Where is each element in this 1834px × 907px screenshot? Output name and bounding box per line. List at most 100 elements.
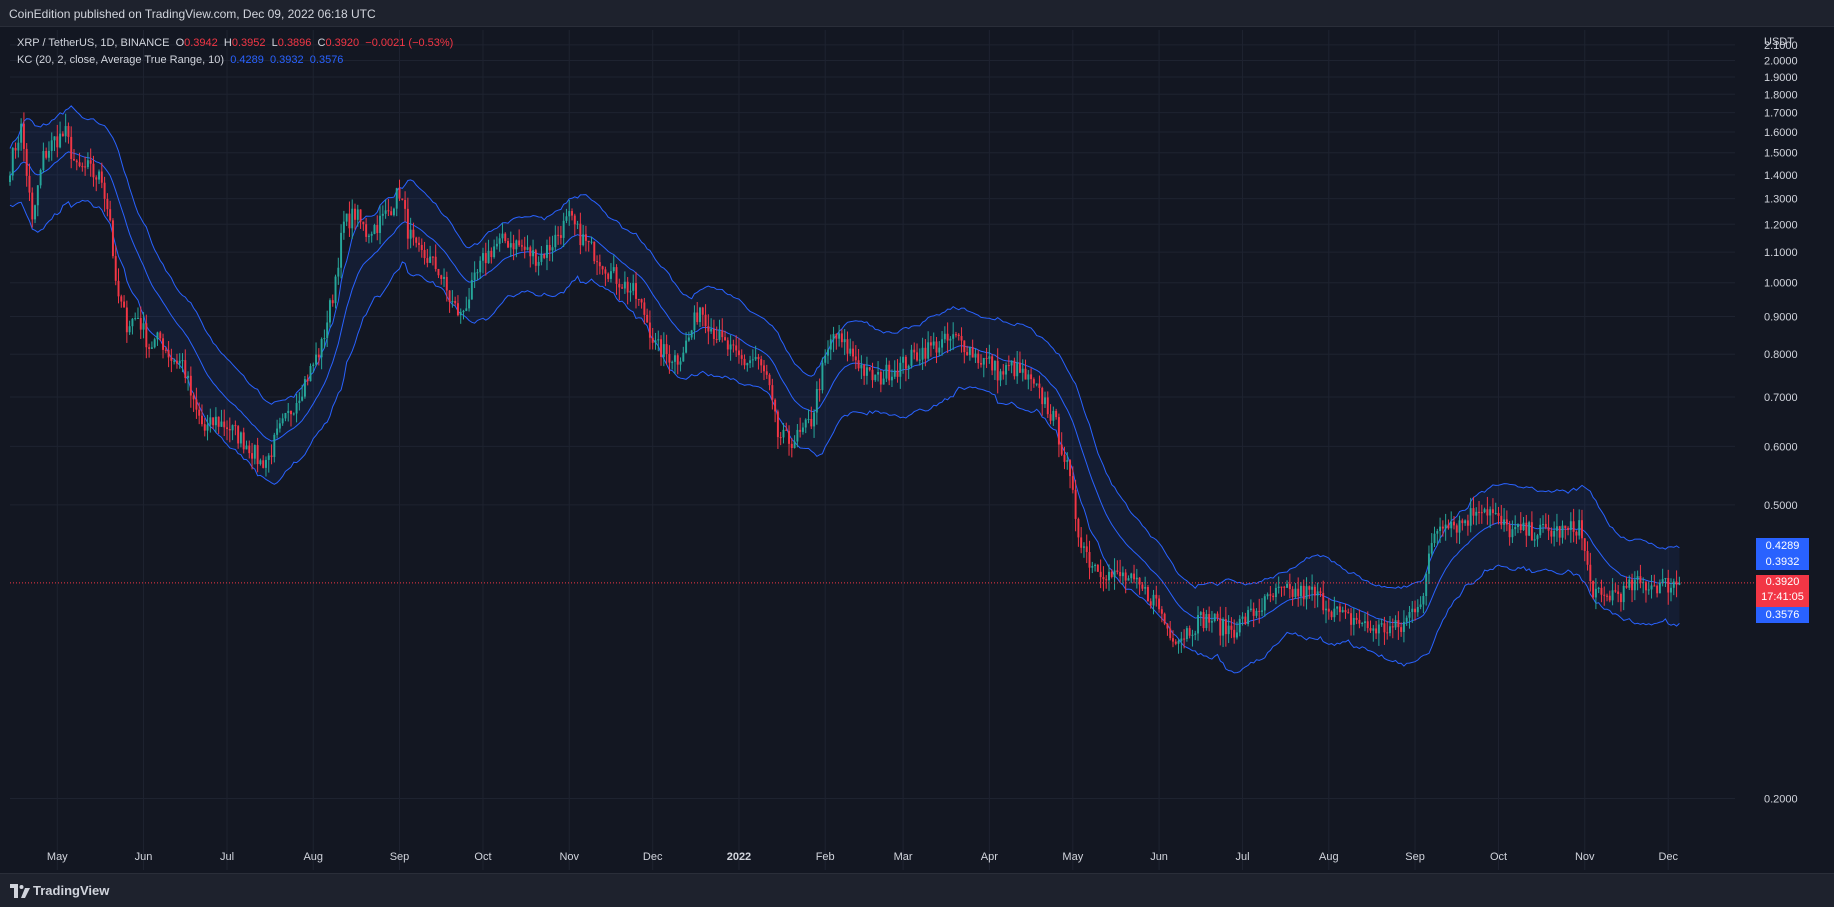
time-axis[interactable]: May Jun Jul Aug Sep Oct Nov Dec 2022 Feb Mar Apr May… [47, 851, 1679, 863]
candle-body [431, 256, 434, 258]
candle-body [1230, 625, 1233, 630]
candle-body [593, 241, 596, 262]
candle-body [904, 356, 907, 369]
candle-body [1044, 397, 1046, 405]
candle-body [1127, 578, 1130, 581]
candle-body [946, 333, 949, 341]
candle-body [398, 188, 401, 199]
candle-body [1386, 632, 1389, 634]
candle-body [1027, 374, 1030, 380]
candle-body [941, 339, 944, 348]
candle-body [615, 267, 618, 284]
candle-body [526, 247, 529, 250]
candle-body [1330, 611, 1333, 618]
candle-body [988, 356, 991, 359]
price-tick-label: 2.1000 [1764, 40, 1798, 52]
candle-body [1266, 594, 1269, 597]
candle-body [1322, 592, 1325, 611]
candle-body [362, 221, 365, 225]
candle-body [484, 253, 487, 264]
symbol-name[interactable]: XRP / TetherUS, 1D, BINANCE [17, 37, 170, 49]
candle-body [1436, 531, 1439, 534]
price-tick-label: 1.6000 [1764, 127, 1798, 139]
candle-body [81, 166, 84, 168]
candle-body [1464, 520, 1467, 524]
candle-body [1308, 586, 1311, 590]
candle-body [1458, 520, 1461, 533]
kc-upper-line [9, 105, 1680, 590]
candle-body [437, 269, 440, 276]
candle-body [295, 403, 298, 414]
candle-body [98, 171, 101, 180]
candle-body [47, 150, 50, 158]
candle-body [1208, 614, 1211, 623]
last-price-value: 0.3920 [1765, 575, 1800, 588]
candle-body [1433, 533, 1436, 544]
candle-body [1202, 612, 1205, 629]
candle-body [1625, 585, 1628, 588]
candle-body [551, 247, 554, 251]
candle-body [1030, 374, 1033, 380]
candle-body [331, 300, 334, 304]
candle-body [757, 356, 760, 360]
candle-body [696, 312, 699, 323]
candle-body [609, 271, 612, 279]
candle-body [707, 326, 710, 332]
candle-body [818, 389, 821, 391]
time-tick-label: Mar [894, 851, 913, 863]
price-tick-label: 1.2000 [1764, 219, 1798, 231]
candle-body [1135, 577, 1138, 580]
candle-body [95, 177, 98, 180]
candle-body [863, 364, 866, 376]
candle-body [1664, 577, 1667, 580]
time-tick-label: Oct [1490, 851, 1507, 863]
candle-body [278, 423, 281, 429]
candle-body [1544, 523, 1547, 528]
candle-body [835, 334, 838, 339]
candle-body [949, 338, 952, 341]
candle-body [70, 136, 73, 160]
kc-upper-value: 0.4289 [230, 54, 264, 66]
candle-body [1138, 577, 1141, 585]
candle-body [927, 342, 930, 359]
candle-body [1316, 591, 1319, 596]
candle-body [520, 245, 523, 247]
candle-body [1453, 521, 1455, 526]
candle-body [1194, 633, 1197, 635]
candle-body [1661, 579, 1664, 584]
candle-body [1472, 508, 1475, 516]
candle-body [1252, 608, 1255, 616]
candle-body [1555, 526, 1558, 531]
price-chart[interactable]: May Jun Jul Aug Sep Oct Nov Dec 2022 Feb Mar Apr May… [0, 27, 1834, 873]
indicator-name[interactable]: KC (20, 2, close, Average True Range, 10… [17, 54, 225, 66]
candle-body [568, 211, 571, 217]
candle-body [935, 341, 938, 353]
candle-body [1491, 509, 1494, 514]
price-axis[interactable]: 0.2000 0.5000 0.6000 0.7000 0.8000 0.9000 1.00… [1764, 40, 1798, 806]
candle-body [192, 395, 195, 400]
candle-body [1091, 566, 1094, 568]
candle-body [929, 342, 932, 346]
candle-body [1594, 588, 1597, 598]
candle-body [1419, 604, 1422, 607]
candle-body [1678, 582, 1681, 585]
candle-body [290, 410, 292, 415]
candle-body [1622, 585, 1625, 603]
candle-body [1475, 511, 1478, 516]
candle-body [75, 160, 78, 163]
candle-body [89, 160, 92, 164]
candle-body [64, 126, 67, 137]
candle-body [1311, 586, 1314, 590]
candle-body [1400, 627, 1403, 632]
tradingview-logo-icon[interactable] [10, 884, 30, 898]
candle-body [1119, 571, 1122, 577]
candle-body [1199, 612, 1202, 616]
candle-body [39, 169, 42, 186]
candle-body [562, 220, 565, 238]
candle-body [827, 349, 829, 356]
candle-body [1241, 616, 1244, 619]
candle-body [749, 360, 752, 364]
candle-body [1277, 586, 1280, 588]
candle-body [807, 418, 810, 420]
tradingview-brand[interactable]: TradingView [33, 883, 110, 898]
